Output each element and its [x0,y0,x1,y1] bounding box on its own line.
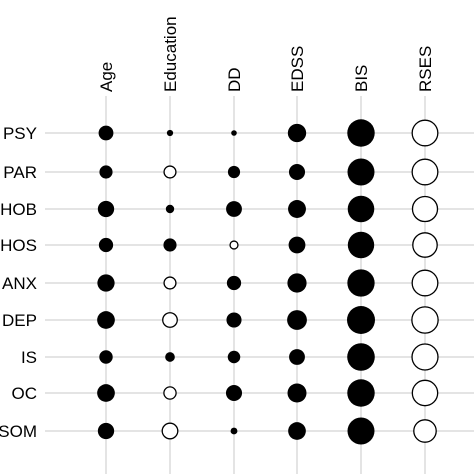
column-label-education: Education [161,16,180,92]
row-label-som: SOM [0,422,37,441]
dot-som-education [161,422,179,440]
column-label-rses: RSES [416,46,435,92]
row-label-par: PAR [3,163,37,182]
dot-hos-bis [347,231,375,259]
dot-oc-dd [225,384,243,402]
dot-is-rses [411,343,439,371]
row-labels: PSY PAR HOB HOS ANX DEP IS OC SOM [0,124,37,441]
dot-hob-edss [288,200,306,218]
dot-oc-edss [287,383,307,403]
dot-dep-age [97,311,115,329]
dot-anx-bis [347,269,375,297]
dot-is-dd [227,350,241,364]
dot-dep-dd [226,312,242,328]
dot-dep-bis [347,306,375,334]
dot-oc-education [163,386,177,400]
column-label-age: Age [97,62,116,92]
row-label-psy: PSY [3,124,37,143]
dot-hos-age [98,237,114,253]
dot-som-rses [413,419,437,443]
column-label-bis: BIS [352,65,371,92]
dot-par-edss [288,163,306,181]
row-label-is: IS [21,348,37,367]
dot-som-bis [347,417,375,445]
dot-anx-rses [411,269,439,297]
row-label-hob: HOB [0,200,37,219]
dots-layer [97,119,439,445]
row-label-oc: OC [12,384,38,403]
dot-par-rses [411,158,439,186]
dot-hos-edss [288,236,306,254]
dot-dep-edss [287,310,307,330]
row-label-anx: ANX [2,274,37,293]
dot-hos-rses [412,232,438,258]
column-label-edss: EDSS [288,46,307,92]
dot-som-age [97,422,115,440]
dot-psy-bis [347,119,375,147]
dot-hos-dd [229,240,239,250]
dot-is-education [165,352,175,362]
dot-hob-dd [226,201,242,217]
dot-par-age [99,165,113,179]
row-label-hos: HOS [0,236,37,255]
dot-anx-education [163,276,177,290]
dot-psy-edss [287,123,307,143]
dot-oc-bis [347,379,375,407]
row-label-dep: DEP [2,311,37,330]
dot-oc-rses [411,379,439,407]
dot-is-bis [347,343,375,371]
dot-hob-bis [347,195,375,223]
dot-psy-dd [231,130,237,136]
dot-anx-dd [226,275,242,291]
dot-som-dd [230,427,238,435]
dot-som-edss [288,422,306,440]
dot-hos-education [163,238,177,252]
column-labels: Age Education DD EDSS BIS RSES [97,16,435,92]
dot-dep-education [162,312,178,328]
dot-dep-rses [411,306,439,334]
dot-psy-age [98,125,114,141]
dot-psy-education [166,129,174,137]
dot-anx-edss [287,273,307,293]
dot-par-dd [227,165,241,179]
dot-par-education [163,165,177,179]
dot-is-edss [289,349,305,365]
dot-hob-rses [411,195,439,223]
dot-hob-age [97,200,115,218]
column-label-dd: DD [225,67,244,92]
dot-psy-rses [411,119,439,147]
dot-oc-age [97,384,115,402]
dot-anx-age [97,274,115,292]
dot-par-bis [347,158,375,186]
dot-hob-education [165,204,175,214]
dot-is-age [99,350,113,364]
